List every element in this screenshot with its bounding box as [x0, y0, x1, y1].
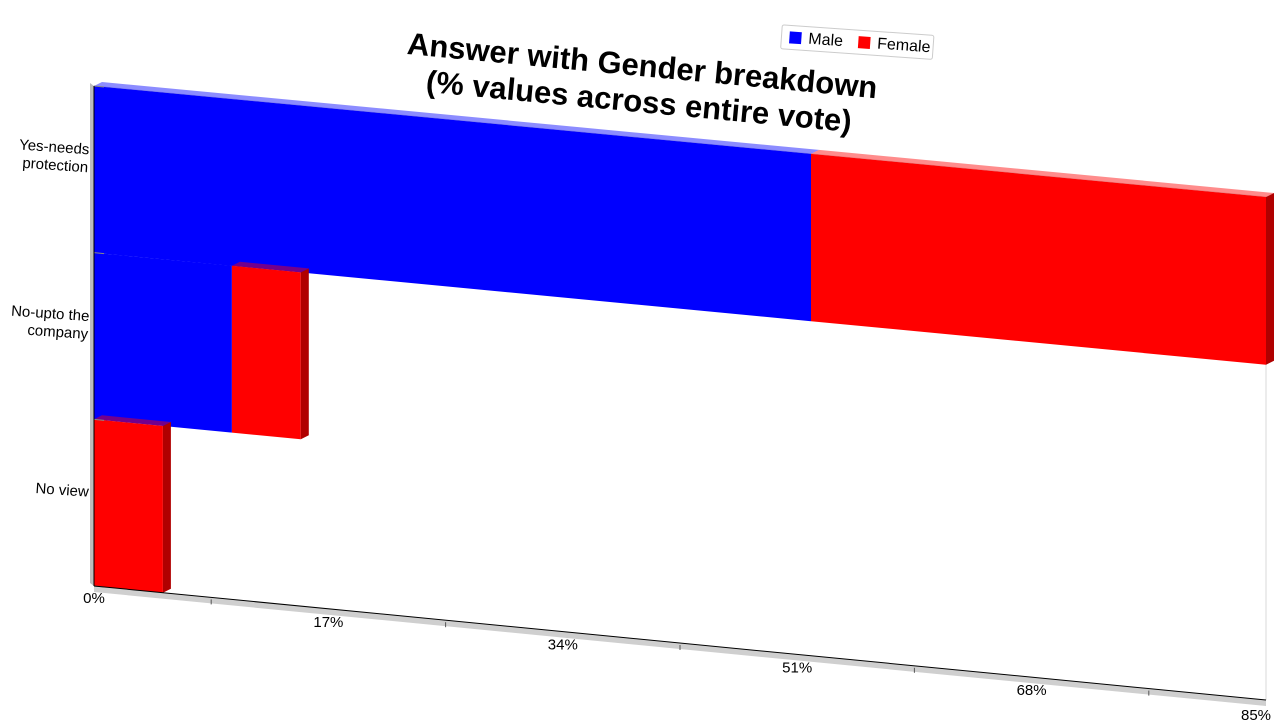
bar-no-upto-the-company-female — [231, 265, 301, 440]
legend-swatch-female — [857, 36, 871, 49]
x-tick-label-68: 68% — [1017, 682, 1047, 699]
bar-no-view-female — [94, 419, 163, 593]
axis-wall — [90, 83, 94, 586]
chart-axes: 0% 17% 34% 51% 68% 85% Yes-needsprotection No-u… — [9, 85, 1271, 720]
legend-label-male: Male — [808, 31, 844, 50]
x-tick-label-0: 0% — [83, 590, 105, 607]
bar-no-upto-the-company-female-end — [300, 268, 309, 440]
chart-bars — [94, 82, 1274, 593]
x-tick-label-17: 17% — [313, 614, 343, 631]
legend-box: Male Female — [780, 24, 935, 60]
bar-no-view-female-top — [94, 415, 171, 426]
category-label-no-view: No view — [35, 480, 90, 501]
bar-no-upto-the-company-female-top — [231, 261, 309, 273]
chart-legend: Male Female — [780, 24, 935, 60]
bar-no-upto-the-company-male-top — [94, 248, 240, 266]
legend-swatch-male — [789, 31, 802, 45]
bar-no-upto-the-company-male — [94, 252, 232, 433]
x-axis-line — [93, 585, 1267, 701]
bar-yes-needs-protection-female-end — [1266, 193, 1274, 365]
x-tick-label-85: 85% — [1241, 707, 1271, 720]
bar-no-view-female-end — [162, 422, 171, 593]
category-label-yes-needs-protection: Yes-needsprotection — [17, 136, 90, 176]
bar-yes-needs-protection-female-top — [811, 149, 1274, 197]
category-tick — [93, 252, 105, 255]
legend-frame — [780, 24, 935, 60]
category-tick — [93, 418, 105, 421]
x-tick-label-51: 51% — [782, 659, 812, 676]
bar-yes-needs-protection-male — [94, 86, 811, 322]
bar-yes-needs-protection-male-top — [94, 82, 819, 154]
category-label-no-upto-the-company: No-upto thecompany — [9, 303, 90, 343]
bar-yes-needs-protection-female — [811, 153, 1266, 365]
x-tick-label-34: 34% — [548, 637, 578, 654]
category-tick — [93, 85, 105, 88]
legend-label-female: Female — [877, 35, 932, 56]
